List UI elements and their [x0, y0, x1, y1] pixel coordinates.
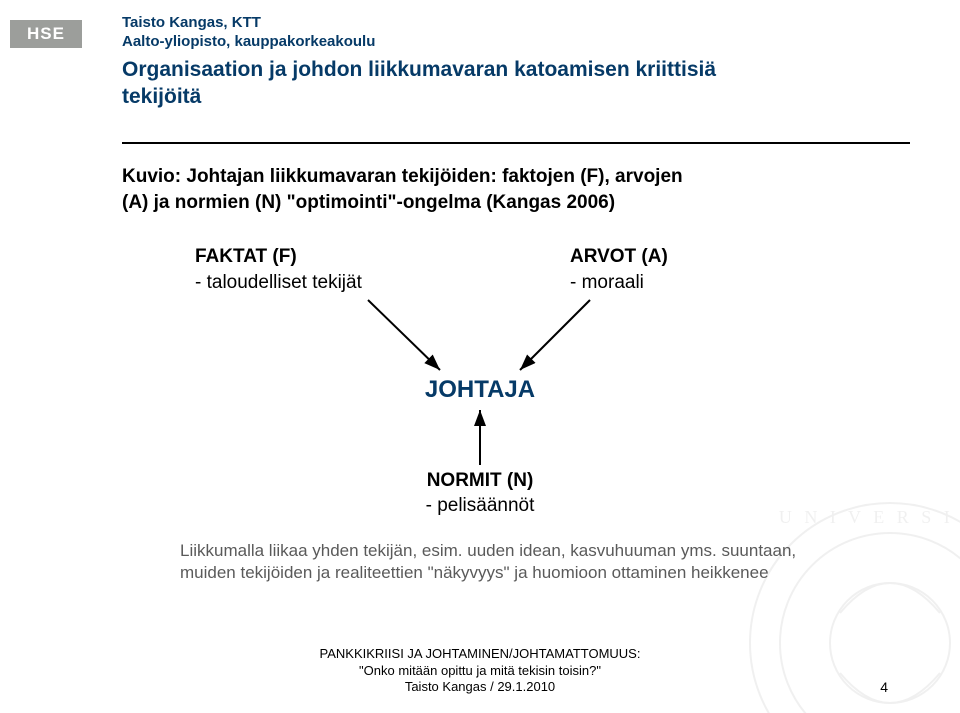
footer-line-1: PANKKIKRIISI JA JOHTAMINEN/JOHTAMATTOMUU…: [0, 646, 960, 662]
kuvio-line-2: (A) ja normien (N) "optimointi"-ongelma …: [122, 190, 910, 216]
horizontal-rule: [122, 142, 910, 144]
arvot-block: ARVOT (A) - moraali: [570, 246, 668, 294]
arvot-sub: - moraali: [570, 272, 668, 294]
johtaja-label: JOHTAJA: [0, 376, 960, 404]
title-line-2: tekijöitä: [122, 83, 930, 110]
faktat-heading: FAKTAT (F): [195, 246, 362, 268]
footer-line-3: Taisto Kangas / 29.1.2010: [0, 679, 960, 695]
faktat-block: FAKTAT (F) - taloudelliset tekijät: [195, 246, 362, 294]
logo-text: HSE: [27, 24, 65, 44]
faktat-sub: - taloudelliset tekijät: [195, 272, 362, 294]
slide-footer: PANKKIKRIISI JA JOHTAMINEN/JOHTAMATTOMUU…: [0, 646, 960, 695]
affiliation-line: Aalto-yliopisto, kauppakorkeakoulu: [122, 33, 930, 52]
title-line-1: Organisaation ja johdon liikkumavaran ka…: [122, 56, 930, 83]
normit-sub: - pelisäännöt: [0, 495, 960, 517]
page-number: 4: [880, 679, 888, 695]
footer-line-2: "Onko mitään opittu ja mitä tekisin tois…: [0, 663, 960, 679]
kuvio-line-1: Kuvio: Johtajan liikkumavaran tekijöiden…: [122, 164, 910, 190]
bottom-paragraph: Liikkumalla liikaa yhden tekijän, esim. …: [180, 540, 820, 584]
logo-badge: HSE: [10, 20, 82, 48]
slide-header: Taisto Kangas, KTT Aalto-yliopisto, kaup…: [122, 14, 930, 110]
arvot-heading: ARVOT (A): [570, 246, 668, 268]
author-line: Taisto Kangas, KTT: [122, 14, 930, 33]
normit-heading: NORMIT (N): [0, 470, 960, 492]
kuvio-caption: Kuvio: Johtajan liikkumavaran tekijöiden…: [122, 164, 910, 215]
